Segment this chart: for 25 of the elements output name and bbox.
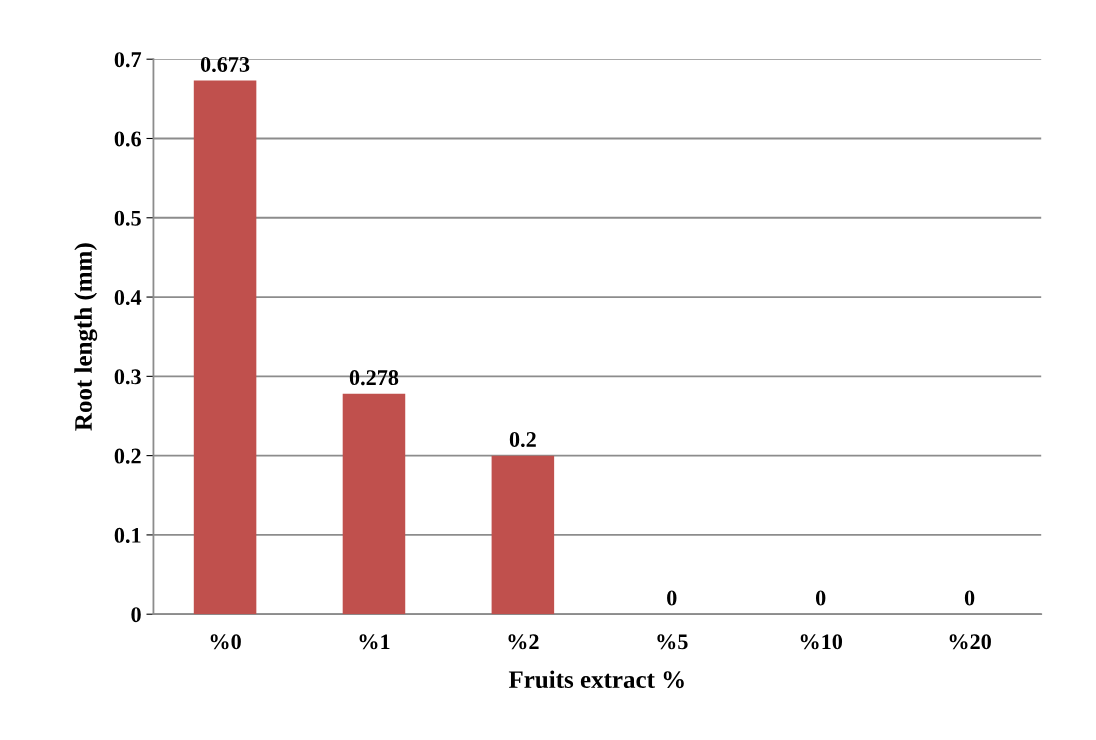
y-tick-label: 0.7 (114, 52, 142, 68)
data-label: 0 (964, 590, 975, 606)
y-tick-label: 0.2 (114, 448, 141, 464)
x-tick-label: %20 (949, 634, 991, 650)
y-tick-label: 0.6 (114, 131, 141, 147)
y-axis-title: Root length (mm) (74, 243, 98, 431)
x-tick-label: %2 (508, 634, 539, 650)
bar (342, 393, 406, 615)
bar (491, 455, 555, 615)
x-tick-label: %0 (210, 634, 241, 650)
x-tick-label: %1 (359, 634, 390, 650)
x-tick-label: %10 (800, 634, 843, 650)
data-label: 0 (667, 590, 677, 606)
y-tick-label: 0 (131, 607, 141, 623)
x-axis-title: Fruits extract % (508, 670, 684, 689)
data-label: 0.673 (200, 56, 250, 73)
y-tick-label: 0.4 (114, 289, 142, 306)
y-tick-label: 0.3 (114, 369, 141, 385)
bar (193, 80, 257, 615)
data-label: 0.2 (509, 431, 536, 448)
y-tick-label: 0.5 (114, 210, 141, 226)
y-tick-label: 0.1 (114, 527, 141, 543)
x-tick-label: %5 (657, 634, 688, 650)
data-label: 0 (815, 590, 826, 606)
data-label: 0.278 (349, 370, 399, 386)
